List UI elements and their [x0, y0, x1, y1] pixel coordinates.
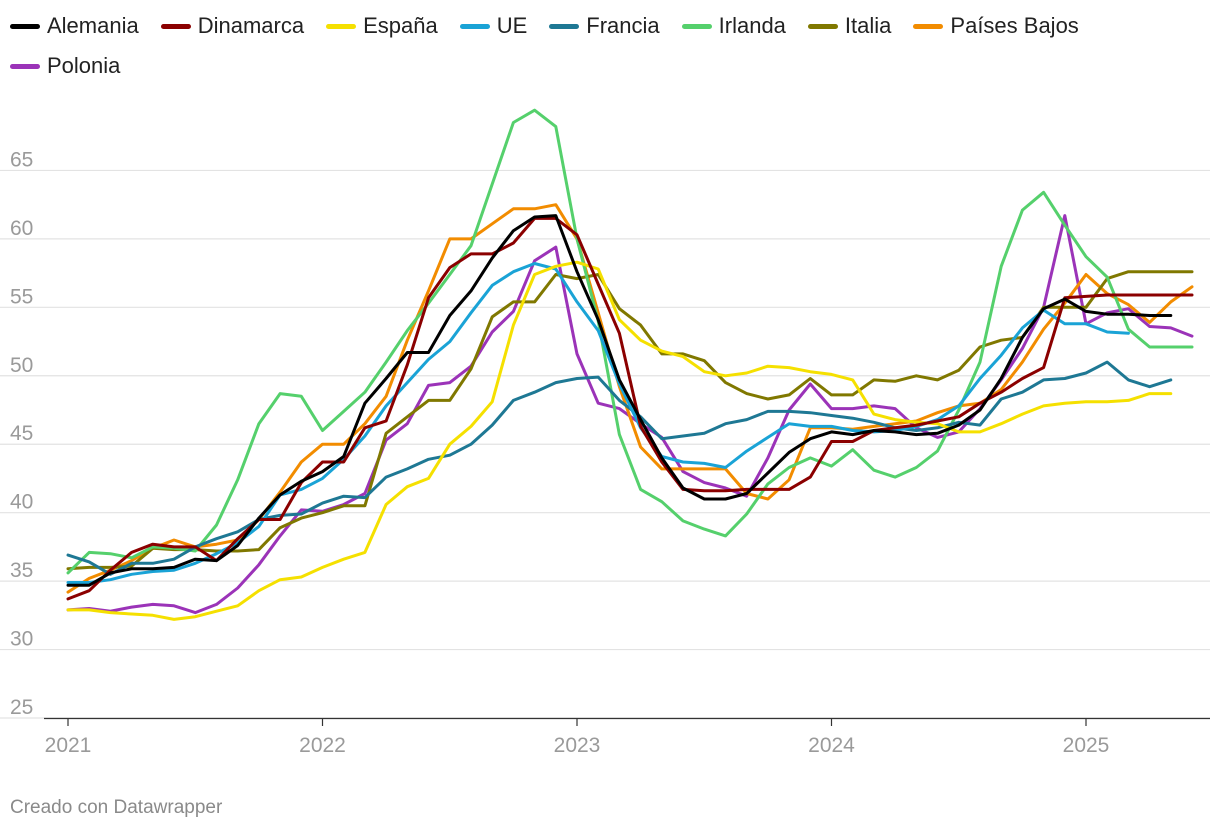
y-tick-label: 65	[10, 148, 33, 171]
y-tick-label: 35	[10, 559, 33, 582]
legend-label: Italia	[844, 13, 892, 38]
series-line-irlanda	[66, 108, 1194, 575]
series-line-alemania	[66, 214, 1173, 587]
series-lines	[66, 108, 1194, 621]
legend-item: Alemania	[10, 12, 139, 40]
y-tick-label: 45	[10, 422, 33, 445]
series-line-españa	[66, 260, 1173, 621]
legend-item: Dinamarca	[160, 12, 305, 40]
series-line-francia	[66, 360, 1173, 576]
y-tick-label: 25	[10, 696, 33, 719]
credit-text: Creado con Datawrapper	[10, 797, 223, 818]
x-tick-label: 2025	[1063, 734, 1110, 757]
x-tick-label: 2024	[808, 734, 855, 757]
x-tick-label: 2023	[554, 734, 601, 757]
legend-swatch	[160, 23, 191, 29]
legend-swatch	[807, 23, 838, 29]
y-tick-label: 30	[10, 628, 33, 651]
legend-item: España	[326, 12, 438, 40]
y-tick-label: 60	[10, 217, 33, 240]
legend-item: UE	[459, 12, 528, 40]
legend-swatch	[913, 23, 944, 29]
legend-label: Irlanda	[718, 13, 786, 38]
legend-swatch	[681, 23, 712, 29]
legend-label: Francia	[586, 13, 660, 38]
gridlines	[0, 169, 1210, 719]
legend-label: Alemania	[47, 13, 139, 38]
x-axis: 2021 2022 2023 2024 2025	[44, 717, 1210, 757]
legend-item: Polonia	[10, 52, 120, 80]
legend-swatch	[10, 63, 40, 69]
y-axis-tick-labels: 25 30 35 40 45 50 55 60 65	[10, 148, 33, 719]
legend-item: Irlanda	[681, 12, 786, 40]
legend-label: Polonia	[47, 53, 121, 78]
chart-legend: Alemania Dinamarca España UE Francia Irlanda I…	[10, 12, 1210, 80]
x-tick-label: 2022	[299, 734, 346, 757]
legend-item: Países Bajos	[913, 12, 1079, 40]
series-line-italia	[66, 270, 1194, 571]
y-tick-label: 55	[10, 285, 33, 308]
legend-swatch	[549, 23, 580, 29]
legend-swatch	[459, 23, 490, 29]
y-tick-label: 40	[10, 491, 33, 514]
legend-label: España	[363, 13, 438, 38]
legend-swatch	[10, 23, 40, 29]
legend-label: UE	[496, 13, 528, 38]
legend-item: Italia	[807, 12, 892, 40]
legend-label: Países Bajos	[950, 13, 1079, 38]
x-tick-label: 2021	[45, 734, 92, 757]
legend-label: Dinamarca	[197, 13, 305, 38]
legend-swatch	[326, 23, 357, 29]
y-tick-label: 50	[10, 354, 33, 377]
legend-item: Francia	[549, 12, 660, 40]
